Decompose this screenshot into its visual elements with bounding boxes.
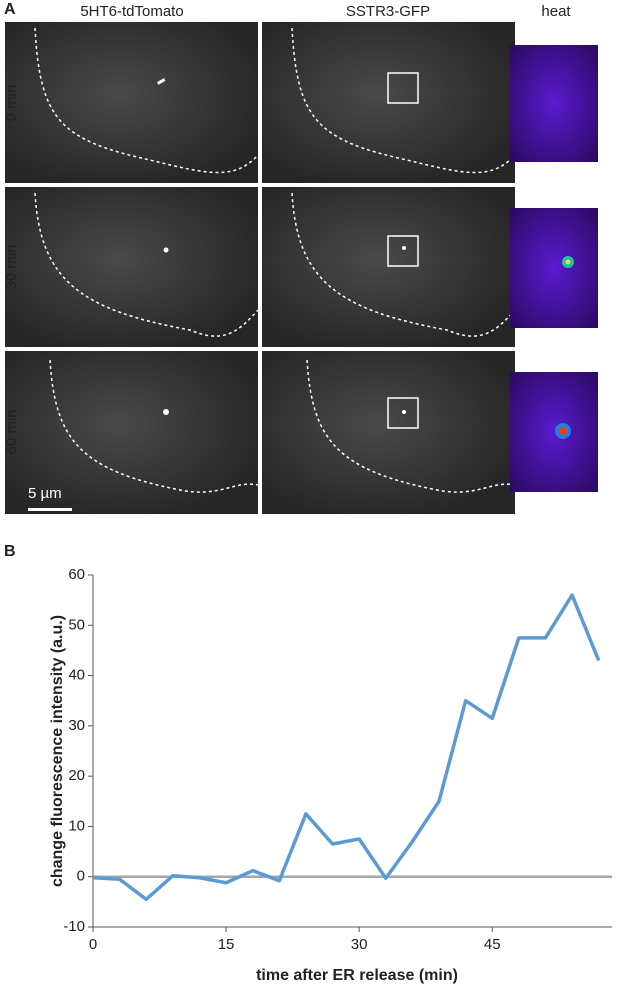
image bbox=[262, 351, 515, 514]
cell-outlines bbox=[34, 27, 516, 493]
row-label: 30 min bbox=[3, 244, 20, 289]
y-tick-label: 60 bbox=[68, 566, 85, 583]
panel-label: A bbox=[4, 1, 16, 18]
y-tick-label: 20 bbox=[68, 767, 85, 784]
column-label: 5HT6-tdTomato bbox=[80, 3, 183, 20]
row-label: 0 min bbox=[3, 85, 20, 122]
heat-spot bbox=[559, 427, 567, 435]
x-tick-label: 30 bbox=[351, 936, 368, 953]
x-tick-label: 0 bbox=[89, 936, 97, 953]
roi-boxes bbox=[387, 72, 419, 429]
panel-label: B bbox=[4, 543, 16, 560]
x-tick-label: 45 bbox=[484, 936, 501, 953]
y-tick-label: -10 bbox=[63, 918, 85, 935]
micrographs bbox=[5, 22, 515, 514]
column-label: SSTR3-GFP bbox=[346, 3, 430, 20]
heatmaps bbox=[510, 45, 598, 492]
row-label: 60 min bbox=[3, 409, 20, 454]
data-line bbox=[92, 593, 601, 902]
scale-bar bbox=[28, 508, 72, 511]
x-tick-label: 15 bbox=[218, 936, 235, 953]
image bbox=[5, 351, 258, 514]
column-label: heat bbox=[541, 3, 571, 20]
y-tick-label: 10 bbox=[68, 817, 85, 834]
y-tick-label: 50 bbox=[68, 616, 85, 633]
panel-a: A 5HT6-tdTomato SSTR3-GFP heat bbox=[3, 1, 598, 514]
y-tick-label: 40 bbox=[68, 667, 85, 684]
image bbox=[5, 187, 258, 347]
scale-bar-label: 5 µm bbox=[28, 485, 62, 502]
heat-spot bbox=[565, 259, 571, 265]
puncta bbox=[157, 78, 406, 415]
image bbox=[262, 187, 515, 347]
y-tick-label: 0 bbox=[77, 868, 85, 885]
y-tick-label: 30 bbox=[68, 717, 85, 734]
image bbox=[5, 22, 258, 183]
y-axis-label: change fluorescence intensity (a.u.) bbox=[49, 615, 66, 887]
x-axis-label: time after ER release (min) bbox=[256, 967, 458, 984]
